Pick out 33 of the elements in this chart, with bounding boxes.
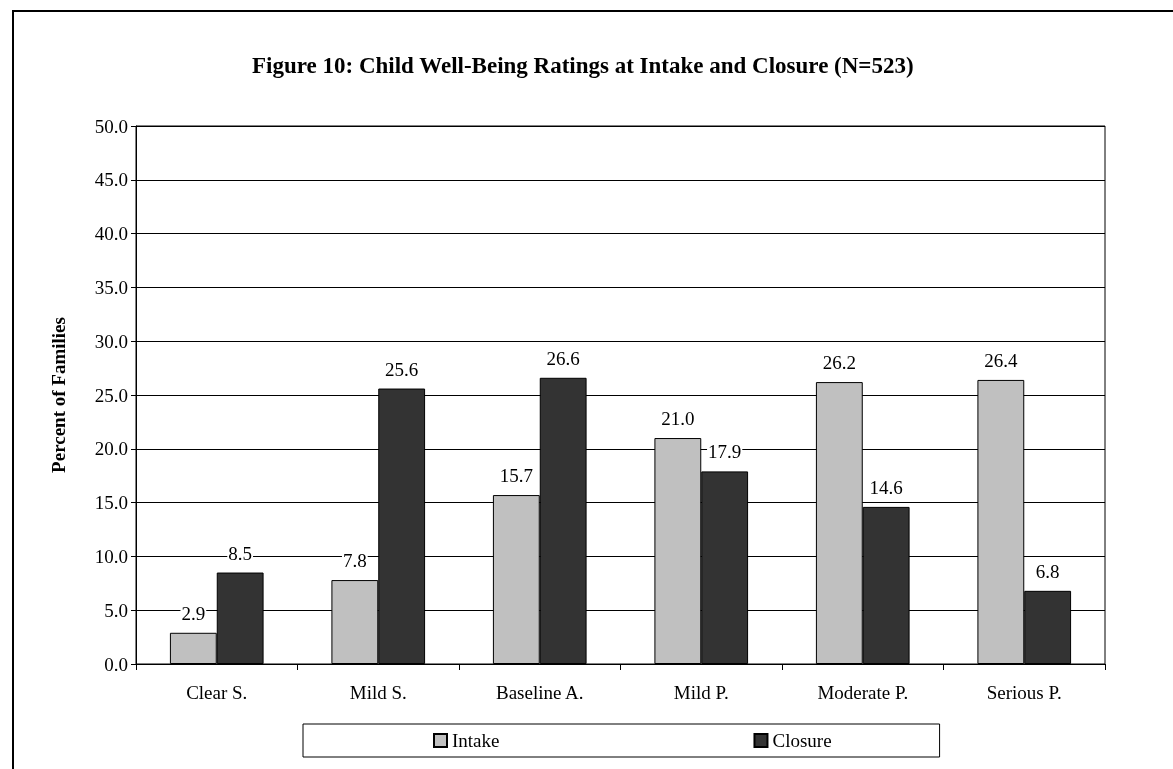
data-label: 25.6	[385, 358, 419, 380]
x-tick-label: Mild P.	[673, 682, 729, 703]
data-label: 26.2	[822, 352, 856, 374]
data-label: 6.8	[1035, 560, 1060, 582]
y-tick-label: 0.0	[104, 653, 128, 675]
data-label: 15.7	[499, 465, 533, 487]
data-label: 14.6	[869, 476, 903, 498]
chart-title: Figure 10: Child Well-Being Ratings at Intake and Closure (N=523)	[252, 53, 914, 78]
y-axis-title: Percent of Families	[48, 317, 69, 473]
y-tick-label: 5.0	[104, 599, 128, 621]
data-label: 26.4	[984, 349, 1018, 371]
data-label: 17.9	[708, 441, 742, 463]
x-tick-label: Moderate P.	[817, 682, 909, 703]
y-tick-label: 40.0	[94, 223, 128, 245]
y-tick-label: 50.0	[94, 115, 128, 137]
x-tick-label: Mild S.	[349, 682, 407, 703]
y-tick-label: 45.0	[94, 169, 128, 191]
y-tick-label: 20.0	[94, 438, 128, 460]
data-label: 8.5	[228, 542, 253, 564]
data-label: 2.9	[181, 602, 206, 624]
y-tick-label: 25.0	[94, 384, 128, 406]
y-tick-label: 30.0	[94, 330, 128, 352]
y-tick-label: 15.0	[94, 492, 128, 514]
y-tick-label: 10.0	[94, 545, 128, 567]
legend-label: Intake	[452, 730, 500, 751]
x-tick-label: Baseline A.	[495, 682, 584, 703]
data-label: 26.6	[546, 347, 580, 369]
data-label: 7.8	[342, 550, 367, 572]
legend-label: Closure	[772, 730, 832, 751]
x-tick-label: Serious P.	[986, 682, 1062, 703]
y-tick-label: 35.0	[94, 276, 128, 298]
x-tick-label: Clear S.	[186, 682, 248, 703]
data-label: 21.0	[661, 408, 695, 430]
